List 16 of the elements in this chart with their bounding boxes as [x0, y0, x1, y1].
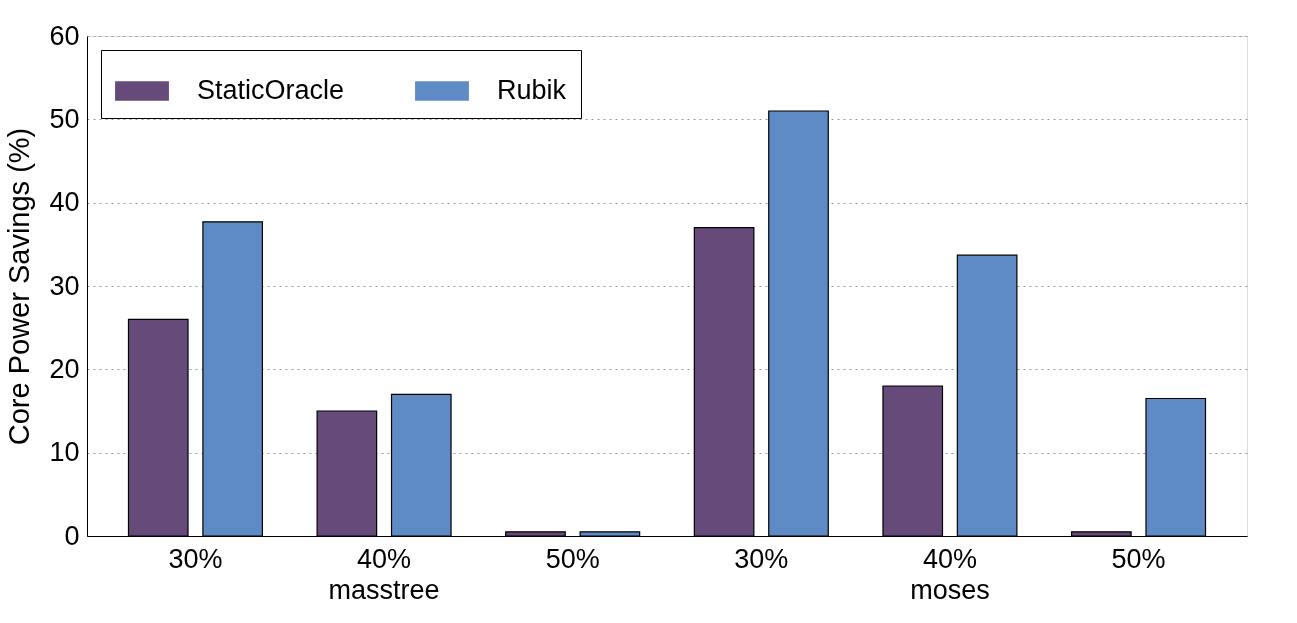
x-tick-label: 40% masstree [328, 543, 440, 605]
x-tick-label: 40% moses [910, 543, 990, 605]
x-tick-label: 50% [545, 543, 600, 574]
y-tick-label: 30 [49, 270, 80, 301]
y-tick-label: 50 [49, 103, 80, 134]
y-tick-label: 40 [49, 187, 80, 218]
y-tick-label: 20 [49, 353, 80, 384]
legend-label: StaticOracle [197, 75, 345, 105]
y-tick-label: 0 [64, 520, 80, 551]
legend-label: Rubik [497, 75, 567, 105]
y-axis-title: Core Power Savings (%) [3, 127, 36, 446]
x-tick-label: 50% [1111, 543, 1166, 574]
y-tick-label: 10 [49, 437, 80, 468]
x-tick-label: 30% [734, 543, 789, 574]
y-tick-label: 60 [49, 20, 80, 51]
x-tick-label: 30% [168, 543, 223, 574]
